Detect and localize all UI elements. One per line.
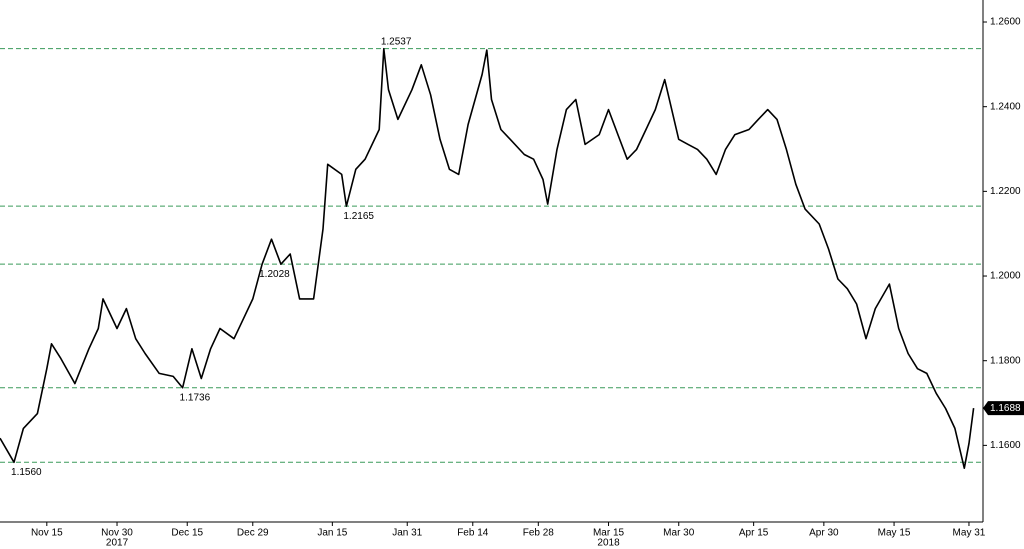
level-label: 1.1736	[180, 392, 211, 403]
level-label: 1.2165	[343, 211, 374, 222]
price-line	[0, 47, 975, 469]
y-tick-label: 1.1800	[990, 355, 1021, 366]
y-tick-label: 1.2600	[990, 17, 1021, 28]
x-tick-label: Dec 15	[171, 528, 203, 539]
year-label: 2017	[106, 538, 129, 549]
y-tick-label: 1.2200	[990, 186, 1021, 197]
x-tick-label: Mar 15	[593, 528, 625, 539]
level-label: 1.2028	[259, 269, 290, 280]
x-tick-label: Nov 30	[101, 528, 133, 539]
x-tick-label: Feb 28	[523, 528, 555, 539]
x-tick-label: Jan 31	[392, 528, 422, 539]
x-tick-label: Feb 14	[457, 528, 489, 539]
y-tick-label: 1.1600	[990, 440, 1021, 451]
y-tick-label: 1.2400	[990, 101, 1021, 112]
year-label: 2018	[597, 538, 620, 549]
x-tick-label: Nov 15	[31, 528, 63, 539]
y-tick-label: 1.2000	[990, 271, 1021, 282]
x-tick-label: Apr 15	[739, 528, 769, 539]
x-tick-label: Dec 29	[237, 528, 269, 539]
last-price-label: 1.1688	[990, 403, 1021, 414]
x-tick-label: Mar 30	[663, 528, 695, 539]
x-tick-label: Jan 15	[317, 528, 347, 539]
level-label: 1.2537	[381, 36, 412, 47]
x-tick-label: May 15	[878, 528, 911, 539]
level-label: 1.1560	[11, 467, 42, 478]
last-price-tag	[983, 401, 1024, 416]
x-tick-label: Apr 30	[809, 528, 839, 539]
x-tick-label: May 31	[953, 528, 986, 539]
